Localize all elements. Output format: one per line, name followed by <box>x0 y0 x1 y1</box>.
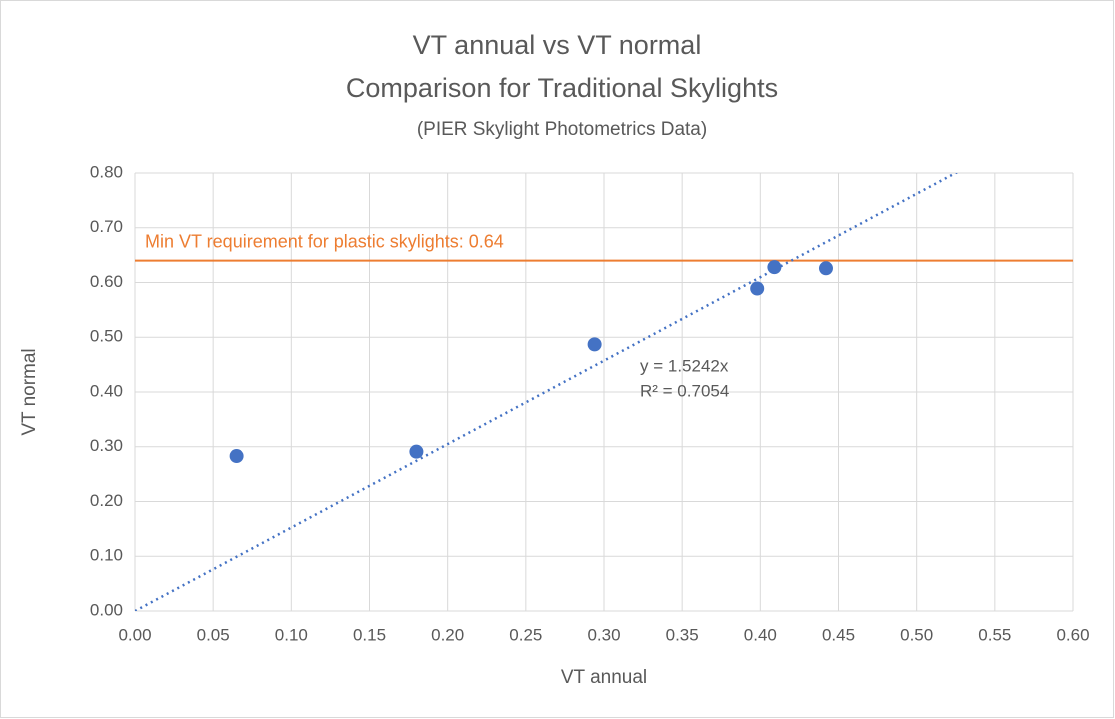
x-axis-label: VT annual <box>561 667 647 688</box>
x-tick-label: 0.20 <box>431 625 464 644</box>
point <box>409 444 424 459</box>
trendline-equation: y = 1.5242x <box>640 356 729 375</box>
point <box>767 260 782 275</box>
y-axis-label: VT normal <box>19 348 40 435</box>
y-tick-label: 0.00 <box>90 600 123 619</box>
point <box>587 337 602 352</box>
x-tick-label: 0.15 <box>353 625 386 644</box>
x-tick-label: 0.25 <box>509 625 542 644</box>
y-tick-label: 0.30 <box>90 436 123 455</box>
x-tick-label: 0.60 <box>1056 625 1089 644</box>
chart-title: VT annual vs VT normal <box>413 30 702 60</box>
y-tick-label: 0.70 <box>90 217 123 236</box>
point <box>818 261 833 276</box>
y-tick-label: 0.40 <box>90 381 123 400</box>
x-tick-label: 0.30 <box>587 625 620 644</box>
x-tick-label: 0.35 <box>666 625 699 644</box>
y-tick-label: 0.60 <box>90 272 123 291</box>
reference-label: Min VT requirement for plastic skylights… <box>145 231 504 251</box>
point <box>229 449 244 464</box>
x-tick-label: 0.00 <box>118 625 151 644</box>
point <box>750 281 765 296</box>
x-tick-label: 0.40 <box>744 625 777 644</box>
y-tick-label: 0.10 <box>90 546 123 565</box>
x-tick-label: 0.05 <box>197 625 230 644</box>
y-tick-label: 0.50 <box>90 327 123 346</box>
y-tick-label: 0.20 <box>90 491 123 510</box>
y-tick-label: 0.80 <box>90 162 123 181</box>
x-tick-label: 0.55 <box>978 625 1011 644</box>
chart-note: (PIER Skylight Photometrics Data) <box>417 119 707 140</box>
trendline-r-squared: R² = 0.7054 <box>640 381 729 400</box>
chart-subtitle: Comparison for Traditional Skylights <box>346 73 778 103</box>
x-tick-label: 0.50 <box>900 625 933 644</box>
x-tick-label: 0.45 <box>822 625 855 644</box>
x-tick-label: 0.10 <box>275 625 308 644</box>
